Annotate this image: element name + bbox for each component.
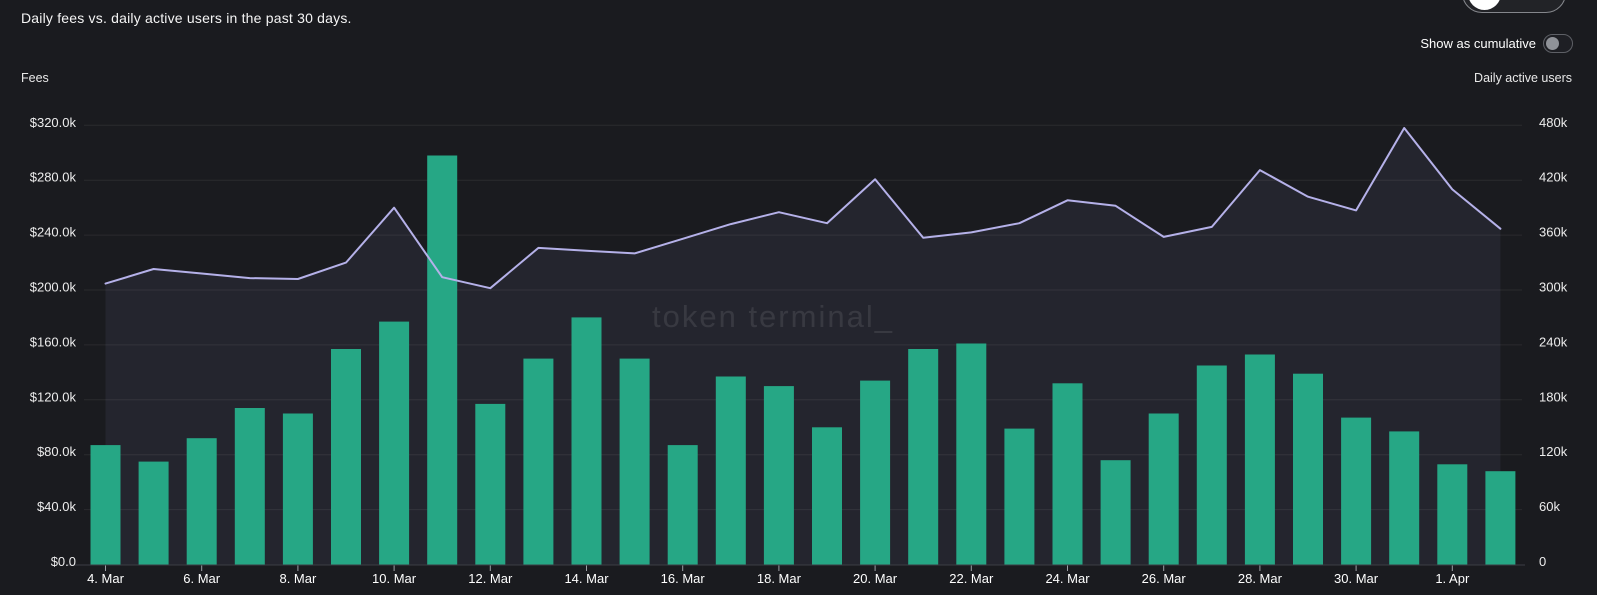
x-axis-label: 4. Mar (87, 571, 125, 586)
fees-bar[interactable] (1341, 417, 1372, 565)
right-axis-tick-label: 240k (1539, 334, 1568, 349)
x-axis-label: 26. Mar (1142, 571, 1187, 586)
fees-bar[interactable] (1437, 464, 1468, 565)
fees-bar[interactable] (186, 438, 217, 565)
left-axis-tick-label: $200.0k (30, 280, 77, 295)
right-axis-tick-label: 420k (1539, 170, 1568, 185)
fees-bar[interactable] (1389, 431, 1420, 565)
cumulative-toggle-row: Show as cumulative (1420, 33, 1573, 53)
fees-bar[interactable] (1196, 365, 1227, 565)
fees-bar[interactable] (523, 358, 554, 565)
left-axis-tick-label: $80.0k (37, 444, 77, 459)
toggle-knob (1468, 0, 1501, 10)
toggle-knob (1546, 36, 1559, 50)
right-axis-title: Daily active users (1474, 71, 1572, 85)
left-axis-tick-label: $280.0k (30, 170, 77, 185)
right-axis-tick-label: 120k (1539, 444, 1568, 459)
right-axis-tick-label: 0 (1539, 554, 1546, 569)
fees-bar[interactable] (138, 461, 169, 565)
fees-bar[interactable] (1052, 383, 1083, 565)
x-axis-label: 30. Mar (1334, 571, 1379, 586)
fees-bar[interactable] (379, 321, 410, 565)
fees-bar[interactable] (1293, 373, 1323, 565)
left-axis-tick-label: $240.0k (30, 225, 77, 240)
x-axis-label: 18. Mar (757, 571, 802, 586)
fees-bar[interactable] (812, 427, 842, 565)
right-axis-tick-label: 180k (1539, 389, 1568, 404)
cumulative-toggle[interactable] (1543, 33, 1573, 53)
fees-bar[interactable] (956, 343, 987, 565)
fees-bar[interactable] (1485, 471, 1516, 565)
x-axis-label: 24. Mar (1045, 571, 1090, 586)
right-axis-tick-label: 300k (1539, 280, 1568, 295)
fees-bar[interactable] (571, 317, 602, 565)
fees-bar[interactable] (763, 386, 794, 565)
left-axis-tick-label: $120.0k (30, 389, 77, 404)
cumulative-toggle-label: Show as cumulative (1420, 35, 1536, 51)
fees-bar[interactable] (1148, 413, 1179, 565)
left-axis-title: Fees (21, 71, 49, 85)
fees-bar[interactable] (427, 155, 458, 565)
fees-bar[interactable] (860, 380, 891, 565)
right-axis-tick-label: 60k (1539, 499, 1560, 514)
fees-bar[interactable] (331, 349, 361, 565)
fees-bar[interactable] (475, 403, 506, 565)
left-axis-tick-label: $320.0k (30, 115, 77, 130)
right-axis-tick-label: 360k (1539, 225, 1568, 240)
x-axis-label: 20. Mar (853, 571, 898, 586)
x-axis-label: 10. Mar (372, 571, 417, 586)
dau-line[interactable] (104, 127, 1502, 290)
fees-bar[interactable] (282, 413, 313, 565)
x-axis-label: 6. Mar (183, 571, 221, 586)
x-axis-label: 22. Mar (949, 571, 994, 586)
fees-bar[interactable] (234, 408, 265, 565)
left-axis-tick-label: $0.0 (51, 554, 76, 569)
fees-bar[interactable] (667, 445, 698, 565)
chart-title: Daily fees vs. daily active users in the… (21, 10, 352, 26)
x-axis-label: 16. Mar (661, 571, 706, 586)
x-axis-label: 12. Mar (468, 571, 513, 586)
x-axis-label: 28. Mar (1238, 571, 1283, 586)
fees-bar[interactable] (908, 349, 939, 565)
fees-bar[interactable] (619, 358, 650, 565)
fees-bar[interactable] (1100, 460, 1131, 565)
right-axis-tick-label: 480k (1539, 115, 1568, 130)
x-axis-label: 1. Apr (1435, 571, 1470, 586)
fees-bar[interactable] (1004, 428, 1035, 565)
x-axis-label: 14. Mar (564, 571, 609, 586)
x-axis-label: 8. Mar (279, 571, 317, 586)
fees-bar[interactable] (715, 376, 746, 565)
left-axis-tick-label: $40.0k (37, 499, 77, 514)
dau-area-fill (105, 128, 1501, 565)
fees-bar[interactable] (90, 445, 121, 565)
fees-bar[interactable] (1244, 354, 1275, 565)
left-axis-tick-label: $160.0k (30, 334, 77, 349)
